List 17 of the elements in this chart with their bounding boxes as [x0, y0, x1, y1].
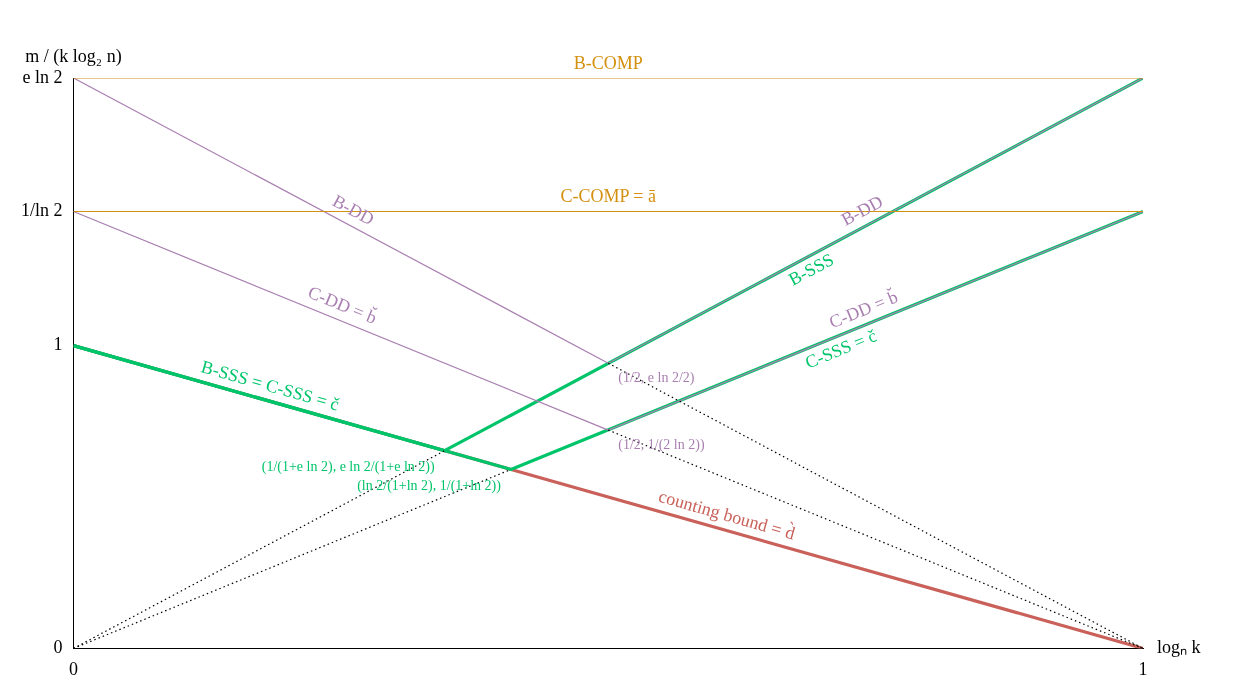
annotation: (ln 2/(1+ln 2), 1/(1+ln 2))	[357, 478, 502, 495]
y-tick-label: 0	[53, 637, 63, 658]
x-axis-title: logₙ k	[1157, 637, 1201, 658]
annotation: B-SSS = C-SSS = č	[199, 356, 342, 415]
annotation: counting bound = d̀	[656, 484, 798, 544]
annotation: B-DD	[329, 190, 378, 230]
y-tick-label: e ln 2	[22, 66, 63, 87]
annotation: B-COMP	[573, 52, 643, 73]
y-tick-label: 1	[53, 334, 63, 355]
annotation: C-COMP = ā	[560, 186, 656, 207]
annotation: C-DD = b̆	[305, 279, 381, 328]
annotation: B-DD	[837, 191, 887, 230]
y-tick-label: 1/ln 2	[20, 200, 63, 221]
y-axis-title: m / (k log₂ n)	[25, 45, 122, 67]
annotation: (1/(1+e ln 2), e ln 2/(1+e ln 2))	[261, 459, 435, 476]
annotation: (1/2, e ln 2/2)	[618, 369, 695, 386]
annotation: (1/2, 1/(2 ln 2))	[618, 436, 705, 453]
